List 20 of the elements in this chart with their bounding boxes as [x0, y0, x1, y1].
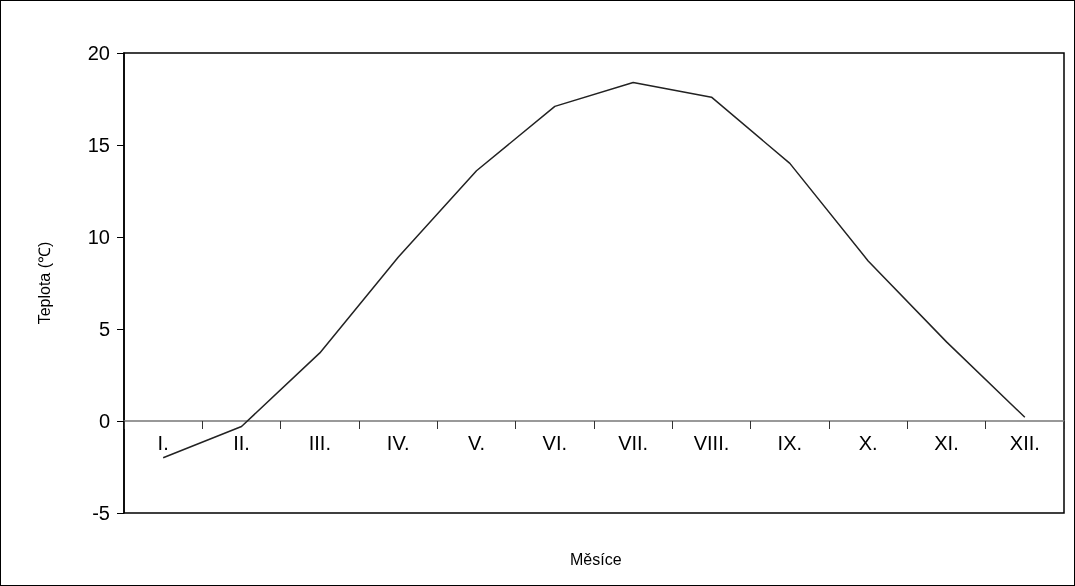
x-tick-label: XI.: [934, 432, 959, 454]
x-tick-label: XII.: [1009, 432, 1040, 454]
y-tick-label: 15: [87, 134, 110, 156]
y-axis-title: Teplota (℃): [35, 241, 53, 325]
x-tick-label: II.: [233, 432, 250, 454]
x-tick-label: VII.: [618, 432, 649, 454]
x-tick-label: VI.: [542, 432, 568, 454]
x-tick-label: I.: [157, 432, 169, 454]
x-tick-label: V.: [467, 432, 486, 454]
x-tick-label: IX.: [777, 432, 803, 454]
x-tick-label: IV.: [386, 432, 410, 454]
y-tick-label: 0: [98, 410, 110, 432]
x-tick-label: X.: [858, 432, 878, 454]
y-tick-label: -5: [92, 502, 110, 524]
y-tick-label: 10: [87, 226, 110, 248]
y-tick-label: 5: [98, 318, 110, 340]
x-tick-label: III.: [308, 432, 331, 454]
x-axis-title: Měsíce: [570, 550, 622, 568]
y-tick-label: 20: [87, 42, 110, 64]
x-tick-label: VIII.: [693, 432, 730, 454]
